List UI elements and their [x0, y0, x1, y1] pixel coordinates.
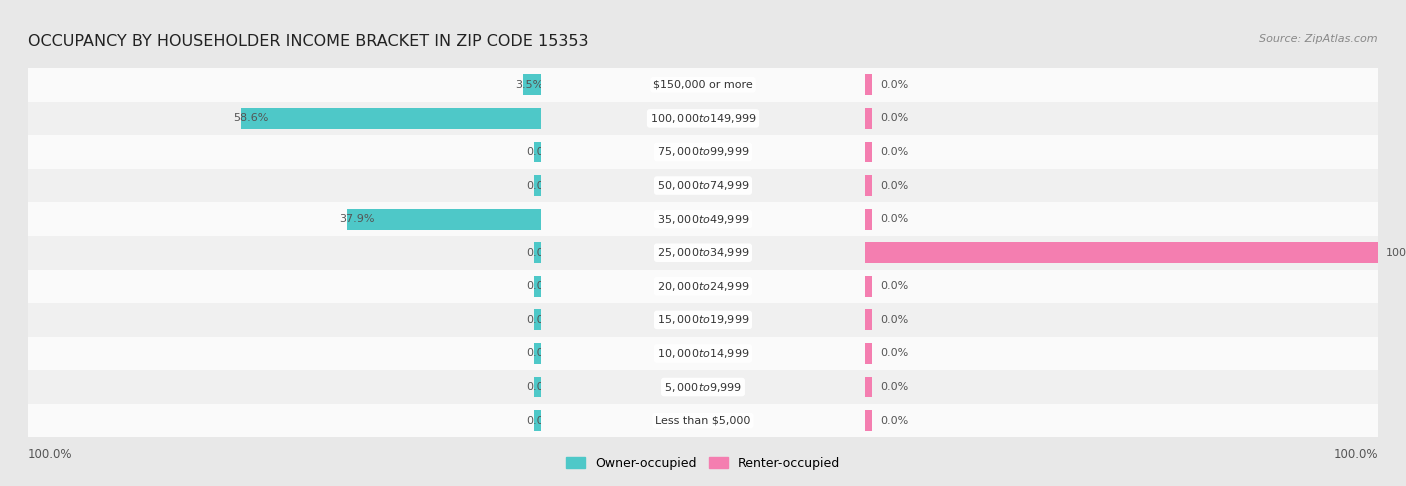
Bar [534, 175, 541, 196]
Bar [541, 370, 865, 404]
Text: 0.0%: 0.0% [880, 181, 908, 191]
Bar [541, 270, 865, 303]
Text: $15,000 to $19,999: $15,000 to $19,999 [657, 313, 749, 327]
Text: 0.0%: 0.0% [880, 80, 908, 90]
Bar [865, 270, 1378, 303]
Bar [534, 343, 541, 364]
Bar [865, 74, 872, 95]
Bar [865, 236, 1378, 270]
Text: 0.0%: 0.0% [526, 382, 554, 392]
Bar [541, 337, 865, 370]
Bar [28, 169, 541, 202]
Bar [28, 102, 541, 135]
Bar [347, 208, 541, 229]
Text: $20,000 to $24,999: $20,000 to $24,999 [657, 280, 749, 293]
Bar [28, 370, 541, 404]
Text: $35,000 to $49,999: $35,000 to $49,999 [657, 213, 749, 226]
Bar [865, 135, 1378, 169]
Bar [534, 410, 541, 431]
Bar [28, 236, 541, 270]
Bar [534, 243, 541, 263]
Text: 0.0%: 0.0% [526, 147, 554, 157]
Bar [865, 202, 1378, 236]
Bar [541, 404, 865, 437]
Bar [28, 202, 541, 236]
Bar [534, 377, 541, 398]
Text: Source: ZipAtlas.com: Source: ZipAtlas.com [1260, 34, 1378, 44]
Text: $50,000 to $74,999: $50,000 to $74,999 [657, 179, 749, 192]
Bar [28, 68, 541, 102]
Text: 58.6%: 58.6% [233, 113, 269, 123]
Text: 0.0%: 0.0% [880, 113, 908, 123]
Bar [541, 303, 865, 337]
Bar [28, 303, 541, 337]
Bar [865, 337, 1378, 370]
Text: 0.0%: 0.0% [880, 382, 908, 392]
Text: 0.0%: 0.0% [526, 348, 554, 359]
Text: $150,000 or more: $150,000 or more [654, 80, 752, 90]
Text: 0.0%: 0.0% [880, 214, 908, 224]
Bar [865, 404, 1378, 437]
Text: $100,000 to $149,999: $100,000 to $149,999 [650, 112, 756, 125]
Bar [541, 169, 865, 202]
Text: 0.0%: 0.0% [526, 248, 554, 258]
Text: 0.0%: 0.0% [526, 315, 554, 325]
Bar [865, 208, 872, 229]
Bar [28, 270, 541, 303]
Text: 0.0%: 0.0% [526, 181, 554, 191]
Text: 0.0%: 0.0% [526, 281, 554, 291]
Text: 0.0%: 0.0% [880, 315, 908, 325]
Text: 3.5%: 3.5% [516, 80, 544, 90]
Text: OCCUPANCY BY HOUSEHOLDER INCOME BRACKET IN ZIP CODE 15353: OCCUPANCY BY HOUSEHOLDER INCOME BRACKET … [28, 34, 589, 49]
Bar [534, 141, 541, 162]
Bar [541, 102, 865, 135]
Text: $75,000 to $99,999: $75,000 to $99,999 [657, 145, 749, 158]
Bar [865, 276, 872, 297]
Bar [541, 135, 865, 169]
Bar [523, 74, 541, 95]
Text: 0.0%: 0.0% [880, 147, 908, 157]
Text: 100.0%: 100.0% [1385, 248, 1406, 258]
Bar [865, 175, 872, 196]
Text: $5,000 to $9,999: $5,000 to $9,999 [664, 381, 742, 394]
Bar [534, 276, 541, 297]
Text: Less than $5,000: Less than $5,000 [655, 416, 751, 426]
Text: 0.0%: 0.0% [880, 281, 908, 291]
Bar [865, 303, 1378, 337]
Bar [541, 202, 865, 236]
Bar [865, 169, 1378, 202]
Text: 100.0%: 100.0% [1333, 448, 1378, 461]
Bar [865, 102, 1378, 135]
Bar [865, 343, 872, 364]
Bar [865, 141, 872, 162]
Legend: Owner-occupied, Renter-occupied: Owner-occupied, Renter-occupied [561, 452, 845, 475]
Bar [865, 310, 872, 330]
Bar [541, 68, 865, 102]
Bar [865, 410, 872, 431]
Text: 0.0%: 0.0% [526, 416, 554, 426]
Text: 37.9%: 37.9% [339, 214, 374, 224]
Text: 0.0%: 0.0% [880, 416, 908, 426]
Bar [865, 68, 1378, 102]
Bar [28, 337, 541, 370]
Bar [865, 243, 1378, 263]
Bar [28, 404, 541, 437]
Bar [28, 135, 541, 169]
Bar [240, 108, 541, 129]
Text: $10,000 to $14,999: $10,000 to $14,999 [657, 347, 749, 360]
Bar [534, 310, 541, 330]
Text: 0.0%: 0.0% [880, 348, 908, 359]
Bar [865, 108, 872, 129]
Text: 100.0%: 100.0% [28, 448, 73, 461]
Bar [865, 370, 1378, 404]
Text: $25,000 to $34,999: $25,000 to $34,999 [657, 246, 749, 259]
Bar [541, 236, 865, 270]
Bar [865, 377, 872, 398]
